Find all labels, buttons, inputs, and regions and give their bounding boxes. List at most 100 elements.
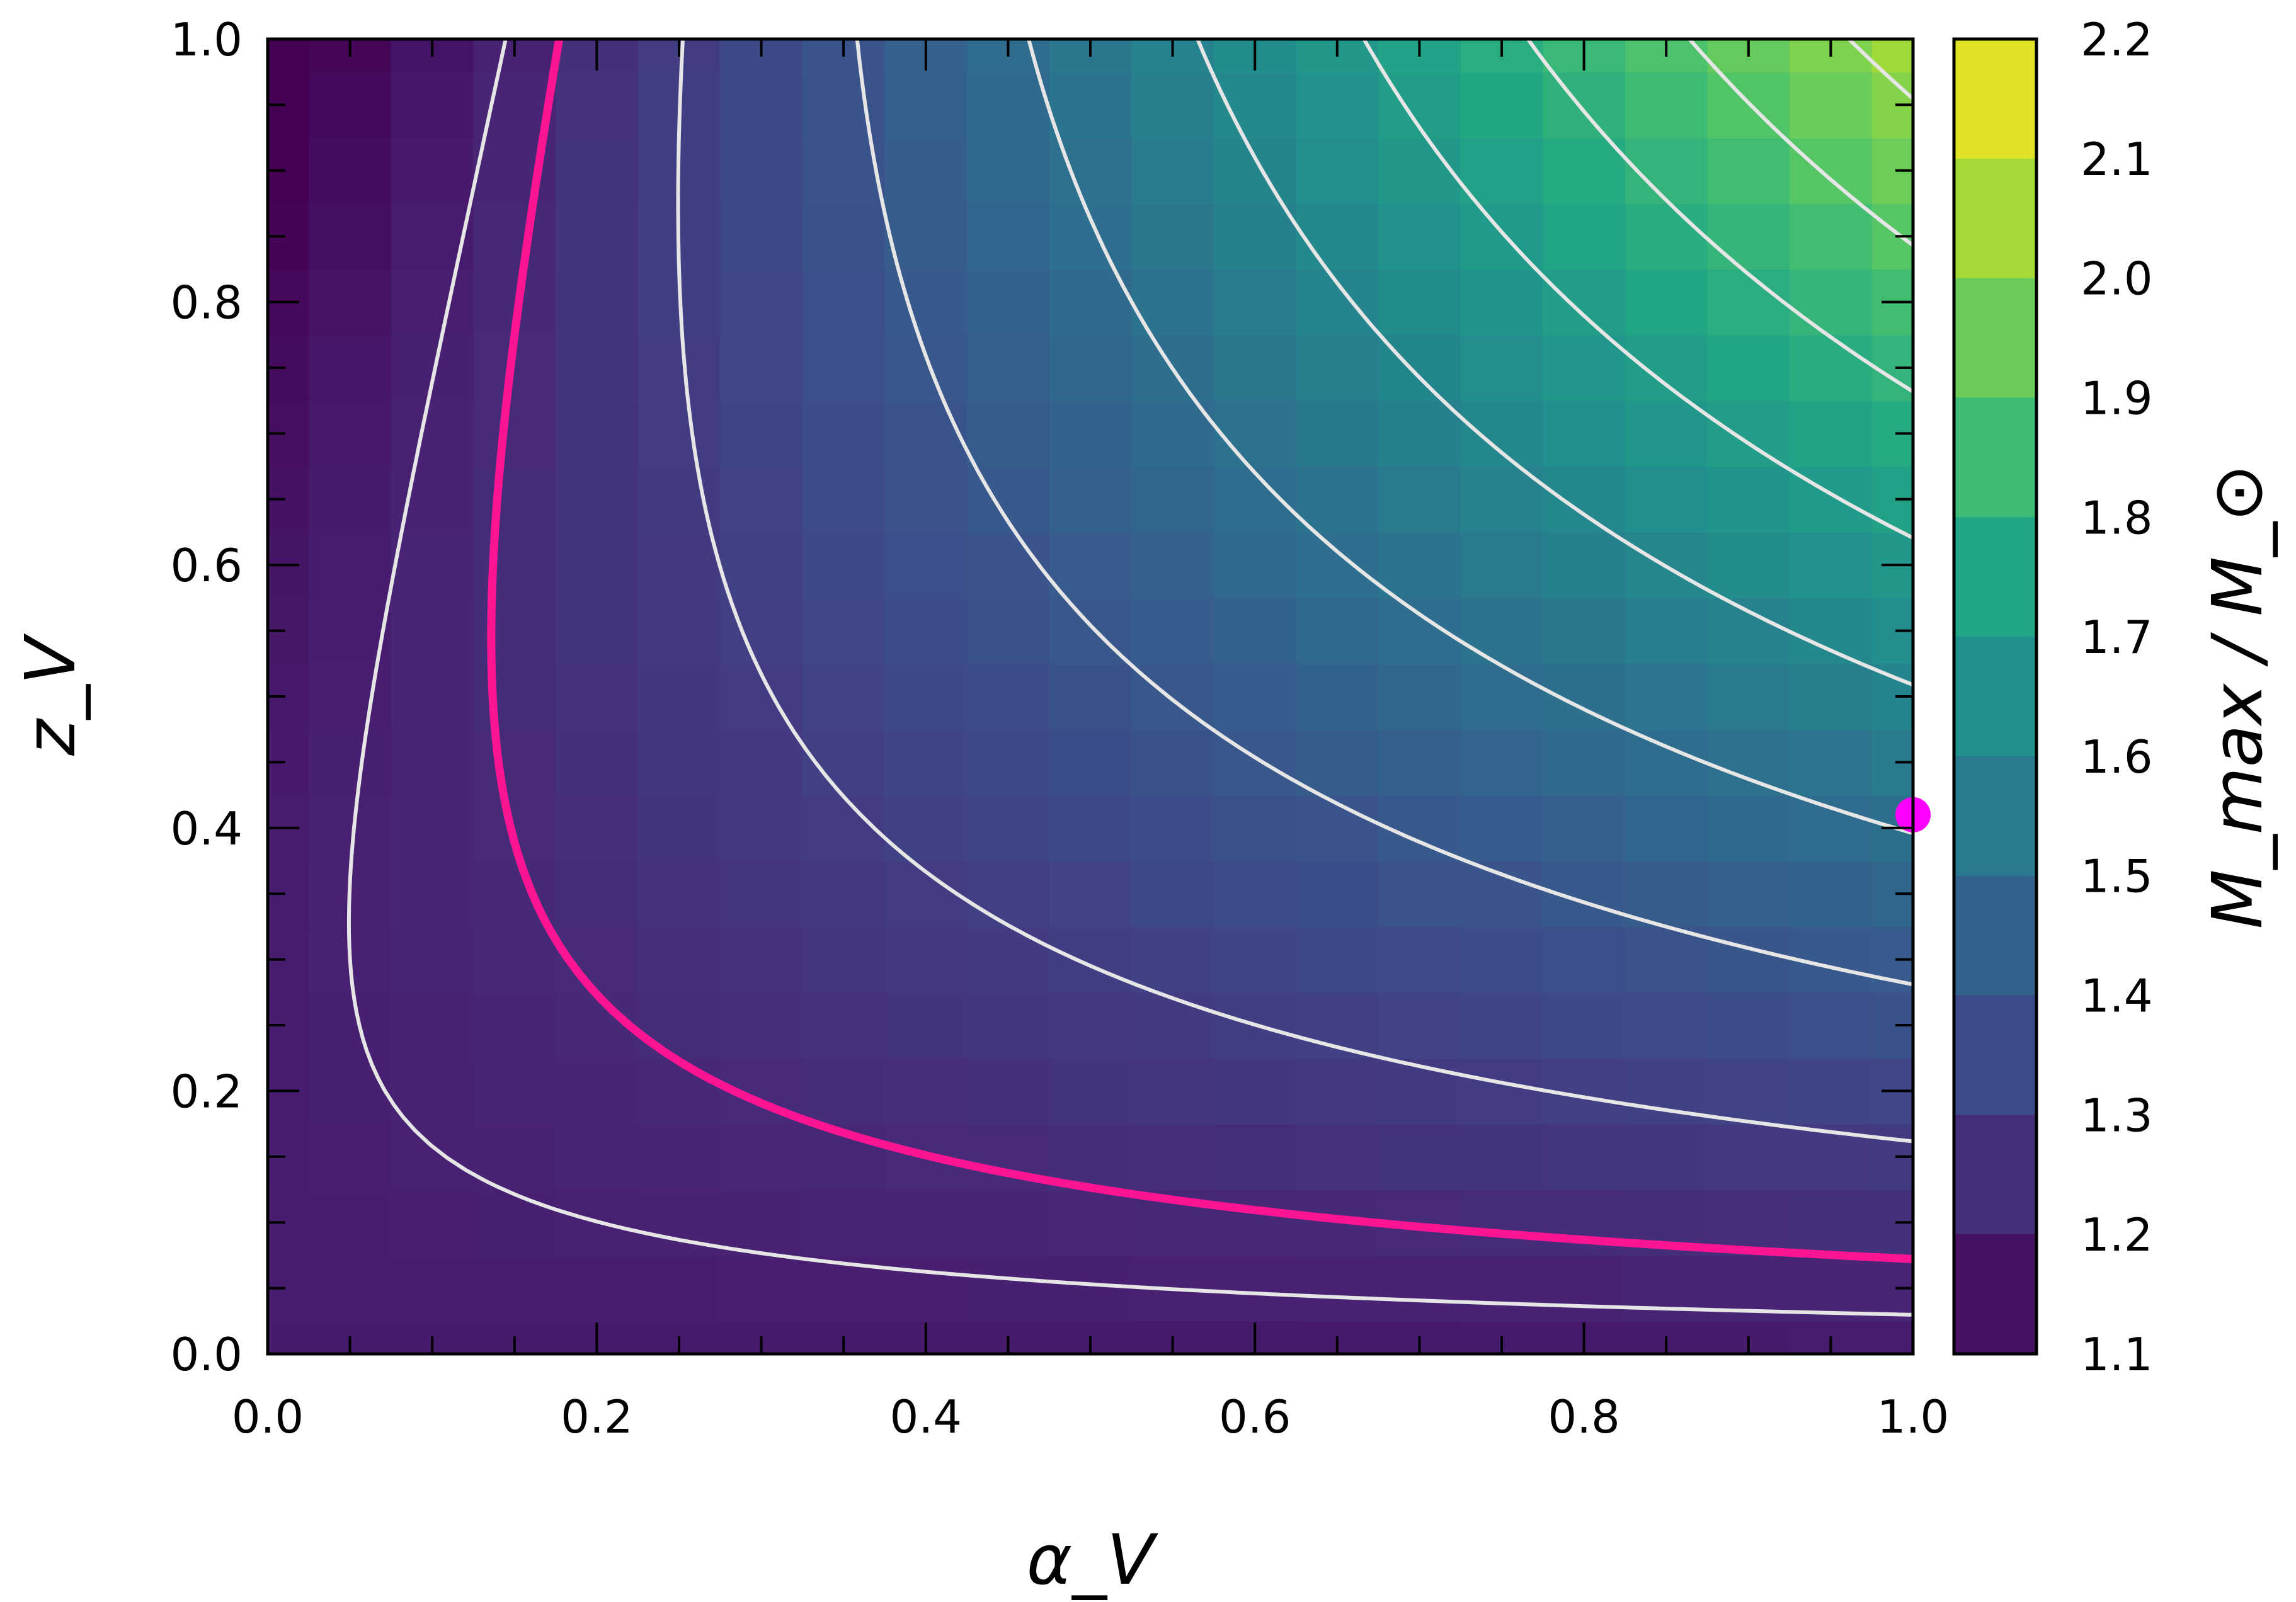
heatmap-cell: [1378, 532, 1461, 599]
heatmap-cell: [1213, 532, 1297, 599]
heatmap-cell: [1131, 795, 1214, 861]
y-tick-label: 0.6: [170, 539, 243, 592]
heatmap-cell: [1707, 663, 1791, 730]
heatmap-cell: [391, 861, 474, 928]
heatmap-cell: [1213, 203, 1297, 270]
heatmap-cell: [309, 401, 392, 467]
heatmap-cell: [268, 39, 310, 73]
heatmap-cell: [1378, 466, 1461, 533]
heatmap-cell: [1543, 598, 1626, 664]
heatmap-cell: [720, 137, 803, 204]
heatmap-cell: [967, 72, 1050, 139]
heatmap-cell: [802, 795, 886, 861]
heatmap-cell: [556, 401, 639, 467]
heatmap-cell: [802, 861, 886, 928]
heatmap-cell: [1707, 269, 1791, 336]
heatmap-cell: [1213, 1190, 1297, 1256]
contour-line: [1688, 39, 1913, 247]
axis-ticks: 0.0 0.2 0.4 0.6 0.8 1.0 0.0 0.2 0.4 0.6 0.8 1.0 1.1 1…: [170, 13, 2152, 1443]
heatmap-cell: [309, 466, 392, 533]
heatmap-cell: [637, 926, 721, 993]
heatmap-cell: [473, 532, 557, 599]
heatmap-cell: [1543, 269, 1626, 336]
heatmap-cell: [1049, 72, 1133, 139]
heatmap-cell: [884, 663, 968, 730]
heatmap-cell: [884, 598, 968, 664]
heatmap-cell: [473, 1058, 557, 1125]
colorbar-tick-label: 1.5: [2081, 850, 2153, 903]
heatmap-cell: [309, 269, 392, 336]
heatmap-cell: [1707, 992, 1791, 1059]
heatmap-cell: [1625, 334, 1708, 402]
heatmap-cell: [1543, 1123, 1626, 1190]
contour-line: [1526, 39, 1913, 394]
heatmap-cell: [309, 203, 392, 270]
heatmap-cell: [1790, 663, 1873, 730]
heatmap-cell: [1049, 203, 1133, 270]
heatmap-cell: [556, 861, 639, 928]
y-tick-label: 0.2: [170, 1065, 243, 1118]
heatmap-cell: [1378, 729, 1461, 796]
heatmap-cell: [1378, 401, 1461, 467]
heatmap-cell: [1296, 137, 1379, 204]
colorbar-segment: [1954, 397, 2036, 518]
heatmap-cell: [473, 203, 557, 270]
heatmap-cell: [391, 532, 474, 599]
colorbar-tick-label: 2.1: [2081, 133, 2153, 186]
heatmap-cell: [473, 598, 557, 664]
heatmap-cell: [720, 1255, 803, 1322]
heatmap-cell: [556, 598, 639, 664]
colorbar-segment: [1954, 1115, 2036, 1236]
heatmap-cell: [1625, 729, 1708, 796]
heatmap-cell: [1543, 1255, 1626, 1322]
heatmap-cell: [720, 401, 803, 467]
heatmap-cell: [637, 861, 721, 928]
heatmap-cell: [1790, 269, 1873, 336]
heatmap-cell: [1460, 203, 1544, 270]
heatmap-cell: [1625, 861, 1708, 928]
heatmap-cell: [1296, 1058, 1379, 1125]
heatmap-cell: [1213, 334, 1297, 402]
heatmap-cell: [473, 466, 557, 533]
heatmap-cell: [391, 401, 474, 467]
heatmap-cell: [1296, 861, 1379, 928]
heatmap-cell: [1707, 926, 1791, 993]
heatmap-cell: [1131, 861, 1214, 928]
heatmap-cell: [884, 1255, 968, 1322]
heatmap-cell: [1378, 137, 1461, 204]
heatmap-cell: [1707, 1058, 1791, 1125]
heatmap-cell: [1296, 401, 1379, 467]
heatmap-cell: [1790, 861, 1873, 928]
heatmap-cell: [1378, 663, 1461, 730]
heatmap-cell: [967, 532, 1050, 599]
heatmap-cell: [1049, 795, 1133, 861]
heatmap-cell: [884, 401, 968, 467]
heatmap-cell: [967, 663, 1050, 730]
colorbar-tick-label: 1.3: [2081, 1089, 2153, 1142]
heatmap-cell: [637, 334, 721, 402]
heatmap-cell: [1543, 137, 1626, 204]
colorbar-segment: [1954, 1234, 2036, 1355]
heatmap-cell: [309, 1255, 392, 1322]
heatmap-cell: [1378, 861, 1461, 928]
heatmap-cell: [1131, 203, 1214, 270]
heatmap-cell: [1460, 532, 1544, 599]
heatmap-cell: [391, 795, 474, 861]
heatmap-cell: [1460, 861, 1544, 928]
heatmap-cell: [967, 598, 1050, 664]
heatmap-cell: [884, 334, 968, 402]
heatmap-cell: [1790, 72, 1873, 139]
heatmap-cell: [556, 1123, 639, 1190]
heatmap-cell: [473, 1123, 557, 1190]
heatmap-cell: [309, 1058, 392, 1125]
contour-line: [346, 39, 1913, 1317]
colorbar-segment: [1954, 875, 2036, 996]
heatmap-cell: [1213, 137, 1297, 204]
x-tick-label: 1.0: [1877, 1390, 1950, 1443]
highlight-contour-line: [487, 39, 1913, 1263]
colorbar-segment: [1954, 278, 2036, 399]
heatmap-cell: [1460, 992, 1544, 1059]
heatmap-cell: [1460, 729, 1544, 796]
colorbar-tick-label: 1.9: [2081, 372, 2153, 424]
heatmap-cell: [1625, 1123, 1708, 1190]
